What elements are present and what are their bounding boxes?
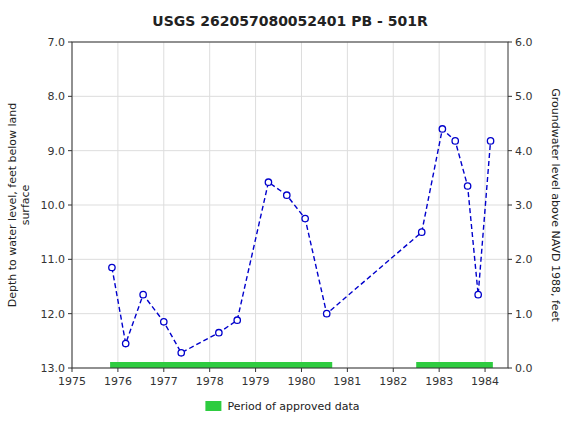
legend: Period of approved data xyxy=(205,400,359,413)
data xyxy=(109,126,494,368)
data-point xyxy=(475,291,481,297)
x-tick xyxy=(163,368,164,372)
y2-tick-label: 6.0 xyxy=(515,36,533,49)
data-point xyxy=(216,329,222,335)
x-tick-label: 1981 xyxy=(333,375,361,388)
data-point xyxy=(265,179,271,185)
data-point xyxy=(464,183,470,189)
legend-swatch xyxy=(205,401,221,411)
y2-tick xyxy=(508,205,512,206)
x-tick xyxy=(439,368,440,372)
x-tick-label: 1982 xyxy=(379,375,407,388)
chart: 1975 1976 1977 1978 1979 1980 1981 1982 1983 1984… xyxy=(0,0,580,430)
data-point xyxy=(324,310,330,316)
data-point xyxy=(122,340,128,346)
x-tick-label: 1980 xyxy=(287,375,315,388)
x-tick xyxy=(301,368,302,372)
axes: 1975 1976 1977 1978 1979 1980 1981 1982 1983 1984… xyxy=(41,36,533,388)
grid-line xyxy=(72,96,508,97)
y2-tick-label: 3.0 xyxy=(515,199,533,212)
y-tick xyxy=(68,96,72,97)
x-tick-label: 1975 xyxy=(58,375,86,388)
grid-line xyxy=(72,150,508,151)
x-tick xyxy=(255,368,256,372)
data-point xyxy=(161,319,167,325)
y2-axis-label: Groundwater level above NAVD 1988, feet xyxy=(549,88,562,322)
x-tick xyxy=(117,368,118,372)
x-tick xyxy=(393,368,394,372)
y2-tick xyxy=(508,313,512,314)
chart-title: USGS 262057080052401 PB - 501R xyxy=(152,13,428,29)
x-tick-label: 1979 xyxy=(242,375,270,388)
data-point xyxy=(140,291,146,297)
grid-line xyxy=(72,259,508,260)
y-tick xyxy=(68,150,72,151)
y-tick-label: 11.0 xyxy=(41,253,66,266)
data-point xyxy=(302,215,308,221)
x-tick-label: 1978 xyxy=(196,375,224,388)
y2-tick xyxy=(508,368,512,369)
x-tick-label: 1977 xyxy=(150,375,178,388)
data-point xyxy=(234,317,240,323)
y-tick-label: 7.0 xyxy=(48,36,66,49)
data-point xyxy=(439,126,445,132)
y2-tick xyxy=(508,150,512,151)
series-line xyxy=(112,129,491,353)
approved-period-bar xyxy=(110,362,332,368)
y-tick-label: 10.0 xyxy=(41,199,66,212)
y2-tick-label: 0.0 xyxy=(515,362,533,375)
y2-tick xyxy=(508,96,512,97)
data-point xyxy=(452,138,458,144)
y-tick xyxy=(68,259,72,260)
y-tick-label: 13.0 xyxy=(41,362,66,375)
y-tick-label: 12.0 xyxy=(41,308,66,321)
y2-tick xyxy=(508,259,512,260)
y-tick xyxy=(68,368,72,369)
y-tick xyxy=(68,205,72,206)
y-tick xyxy=(68,42,72,43)
y-tick-label: 8.0 xyxy=(48,90,66,103)
x-tick-label: 1983 xyxy=(425,375,453,388)
x-tick xyxy=(485,368,486,372)
y-tick xyxy=(68,313,72,314)
x-tick xyxy=(209,368,210,372)
x-tick-label: 1984 xyxy=(471,375,499,388)
data-point xyxy=(109,264,115,270)
legend-label: Period of approved data xyxy=(227,400,359,413)
data-point xyxy=(419,229,425,235)
y2-tick-label: 1.0 xyxy=(515,308,533,321)
y-axis-label-line: Depth to water level, feet below land xyxy=(6,103,19,308)
y2-tick-label: 4.0 xyxy=(515,145,533,158)
grid-line xyxy=(72,205,508,206)
grid xyxy=(72,42,508,368)
data-point xyxy=(487,138,493,144)
y-axis-label: Depth to water level, feet below landsur… xyxy=(6,103,32,308)
y-tick-label: 9.0 xyxy=(48,145,66,158)
approved-period-bar xyxy=(416,362,493,368)
x-tick-label: 1976 xyxy=(104,375,132,388)
x-tick xyxy=(72,368,73,372)
data-point xyxy=(178,350,184,356)
plot-area xyxy=(72,42,508,368)
y2-tick xyxy=(508,42,512,43)
y-axis-label-line: surface xyxy=(19,184,32,225)
data-point xyxy=(284,192,290,198)
y2-tick-label: 2.0 xyxy=(515,253,533,266)
plot-frame xyxy=(72,42,508,368)
x-tick xyxy=(347,368,348,372)
y2-tick-label: 5.0 xyxy=(515,90,533,103)
grid-line xyxy=(72,313,508,314)
